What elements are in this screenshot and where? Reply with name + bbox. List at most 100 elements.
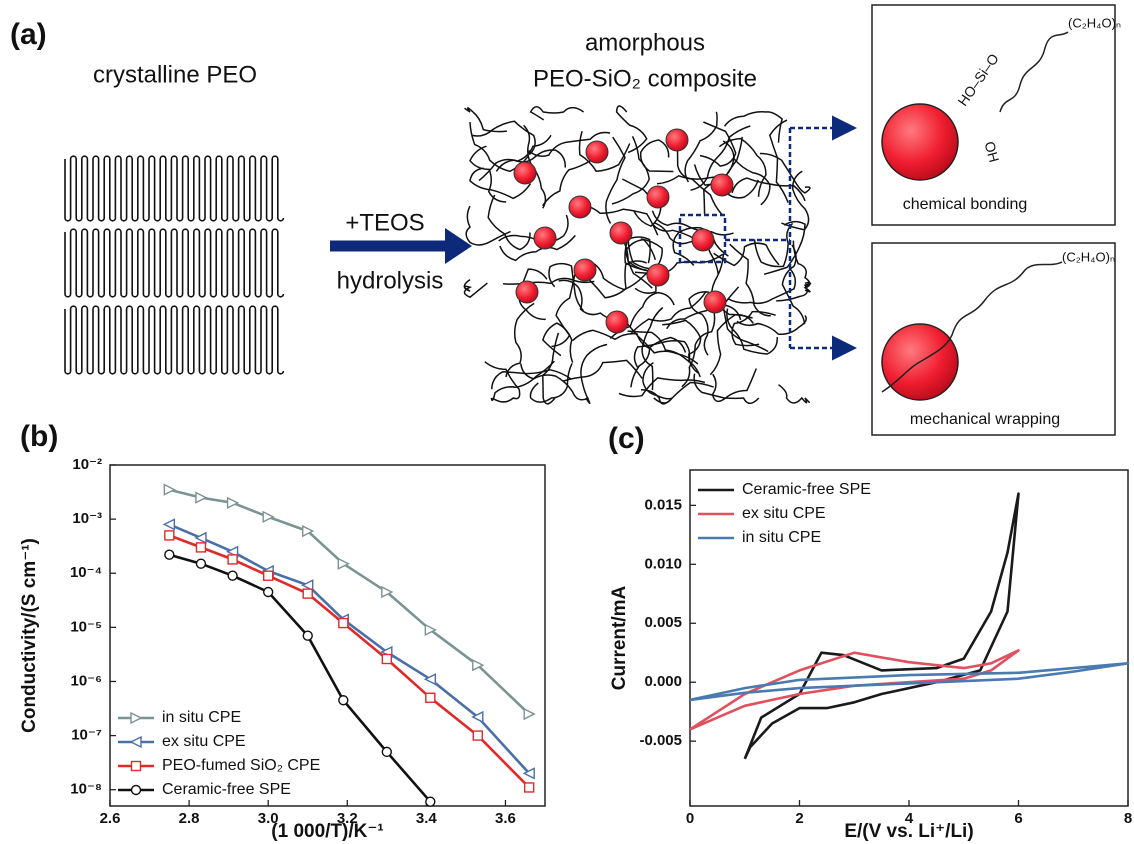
x-tick-label: 2.8 [179, 810, 200, 827]
particle [691, 228, 715, 252]
chain [653, 221, 729, 257]
panel-label: (c) [608, 422, 645, 455]
series-line [168, 523, 531, 775]
chain [711, 368, 758, 403]
marker [425, 796, 436, 807]
chain [693, 373, 760, 405]
marker [337, 557, 350, 570]
chain [498, 214, 569, 244]
chain [729, 243, 771, 317]
legend-marker [130, 711, 143, 725]
chain [578, 130, 631, 172]
chain [727, 268, 797, 305]
chain [731, 177, 806, 202]
y-tick-label: 0.010 [644, 555, 682, 572]
marker [425, 692, 436, 703]
marker [227, 570, 238, 581]
chain [666, 303, 742, 330]
marker [523, 707, 536, 721]
chain [605, 136, 626, 224]
silica-particles [513, 128, 734, 334]
chain [731, 310, 776, 347]
chain [722, 286, 769, 353]
chain [781, 170, 810, 231]
chain [487, 194, 531, 251]
chain [469, 167, 532, 200]
chain [709, 313, 754, 376]
chain [778, 384, 810, 404]
chain [484, 361, 521, 403]
x-tick-label: 3.2 [337, 810, 358, 827]
arrow-head [445, 228, 472, 264]
y-tick-label: 10⁻⁸ [70, 781, 102, 798]
chain [629, 290, 707, 335]
y-tick-label: 10⁻⁶ [70, 672, 102, 689]
marker [195, 542, 207, 553]
chain [759, 152, 811, 194]
marker [381, 746, 393, 758]
x-tick-label: 8 [1124, 810, 1132, 827]
x-axis-label: (1 000/T)/K⁻¹ [271, 821, 383, 842]
series-line [743, 492, 1020, 760]
series-line [689, 649, 1020, 731]
marker [262, 586, 274, 598]
schematic: (a) crystalline PEO +TEOS hydrolysis amo… [10, 4, 1121, 436]
y-tick-label: 10⁻⁵ [70, 618, 102, 635]
chain [753, 222, 794, 268]
x-axis-label: E/(V vs. Li⁺/Li) [844, 821, 973, 842]
marker [227, 554, 238, 565]
chain [490, 360, 555, 402]
particle [568, 195, 592, 219]
chain [688, 291, 710, 356]
series-line [168, 553, 432, 803]
legend-marker [129, 735, 142, 749]
chain [571, 329, 652, 351]
particle [703, 290, 727, 314]
y-tick-label: 10⁻⁷ [71, 727, 102, 744]
marker [522, 767, 535, 780]
legend-label: in situ CPE [162, 709, 241, 726]
marker [472, 730, 483, 741]
x-tick-label: 2 [795, 810, 803, 827]
y-axis-label: Current/mA [609, 585, 630, 690]
marker [226, 496, 240, 509]
x-tick-label: 3.6 [495, 810, 516, 827]
legend-marker [130, 784, 142, 796]
bond-label: OH [982, 140, 1003, 164]
marker [423, 673, 437, 686]
particle [609, 221, 633, 245]
marker [302, 524, 315, 538]
chain [699, 121, 737, 167]
arrow-bottom: hydrolysis [337, 267, 444, 294]
particle [710, 173, 734, 197]
marker [302, 588, 313, 599]
marker [424, 623, 437, 636]
chain [520, 363, 590, 401]
caption: chemical bonding [903, 196, 1028, 213]
x-tick-label: 2.6 [100, 810, 121, 827]
panel-label: (a) [10, 18, 47, 51]
marker [164, 530, 175, 541]
chain [463, 278, 488, 299]
marker [194, 531, 207, 545]
y-tick-label: 0.015 [644, 496, 682, 513]
plot-frame [109, 464, 546, 807]
legend-label: in situ CPE [742, 529, 821, 546]
marker [381, 653, 393, 665]
caption: mechanical wrapping [910, 411, 1060, 428]
chain [542, 322, 574, 363]
chain [776, 282, 812, 302]
connector [725, 128, 792, 348]
particle [585, 140, 609, 164]
legend-label: PEO-fumed SiO₂ CPE [162, 757, 320, 774]
x-tick-label: 3.0 [258, 810, 279, 827]
particle [515, 280, 539, 304]
chain [611, 135, 650, 205]
chain [472, 120, 536, 156]
marker [381, 585, 394, 599]
chain [615, 105, 648, 154]
chain [763, 220, 806, 276]
marker [472, 659, 485, 672]
marker [195, 558, 207, 569]
